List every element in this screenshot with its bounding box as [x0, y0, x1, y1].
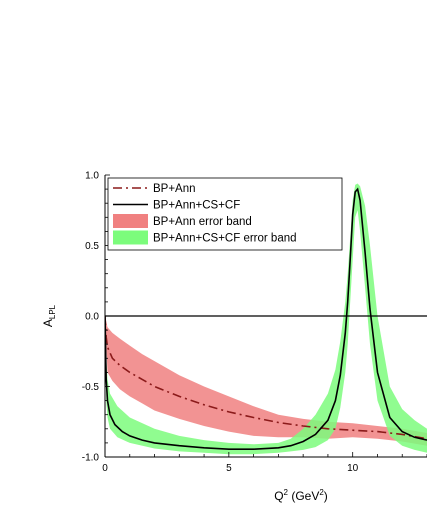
y-axis-title: ALPL	[41, 304, 57, 327]
x-tick-label: 10	[347, 463, 359, 474]
legend: BP+Ann BP+Ann+CS+CF BP+Ann error band BP+An…	[107, 177, 343, 251]
series-lines	[105, 187, 427, 450]
bp-ann-line	[105, 315, 427, 440]
x-axis-title-base: Q	[274, 489, 283, 503]
y-tick-label: 1.0	[85, 171, 99, 182]
legend-label-bp-ann-cs-cf-error-band: BP+Ann+CS+CF error band	[153, 233, 297, 245]
bp-ann-cs-cf-line	[105, 187, 427, 450]
x-axis-title-sup: 2	[284, 488, 289, 497]
bp-ann-error-band-area	[105, 316, 427, 446]
y-axis-title-sub: LPL	[48, 304, 57, 319]
legend-swatch-bp-ann-error-band	[113, 214, 148, 228]
x-tick-label: 5	[226, 463, 232, 474]
legend-swatch-bp-ann-cs-cf-error-band	[113, 230, 148, 245]
x-axis-title: Q2 (GeV2)	[274, 488, 328, 503]
x-tick-label: 0	[102, 463, 108, 474]
y-tick-label: 0.0	[85, 312, 99, 323]
x-axis-title-unit-close: )	[324, 489, 328, 503]
bp-ann-cs-cf-error-band-area	[105, 183, 427, 455]
error-bands	[105, 183, 427, 455]
legend-label-bp-ann-cs-cf: BP+Ann+CS+CF	[153, 200, 240, 212]
x-axis-title-unit-open: (GeV	[288, 489, 319, 503]
y-tick-label: -0.5	[82, 382, 100, 393]
y-axis-title-base: A	[41, 319, 55, 327]
axes: 1.0 0.5 0.0 -0.5 -1.00 5 10	[82, 171, 427, 474]
y-tick-label: 0.5	[85, 241, 99, 252]
y-tick-label: -1.0	[82, 453, 100, 464]
legend-label-bp-ann: BP+Ann	[153, 183, 196, 195]
x-axis-title-unit-sup: 2	[319, 488, 324, 497]
legend-label-bp-ann-error-band: BP+Ann error band	[153, 216, 252, 228]
